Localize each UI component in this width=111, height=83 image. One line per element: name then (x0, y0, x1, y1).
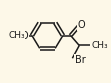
Text: O: O (20, 31, 28, 41)
Text: O: O (78, 20, 85, 30)
Text: Br: Br (74, 55, 85, 65)
Text: CH₃: CH₃ (92, 41, 108, 50)
Text: CH₃: CH₃ (8, 31, 25, 40)
